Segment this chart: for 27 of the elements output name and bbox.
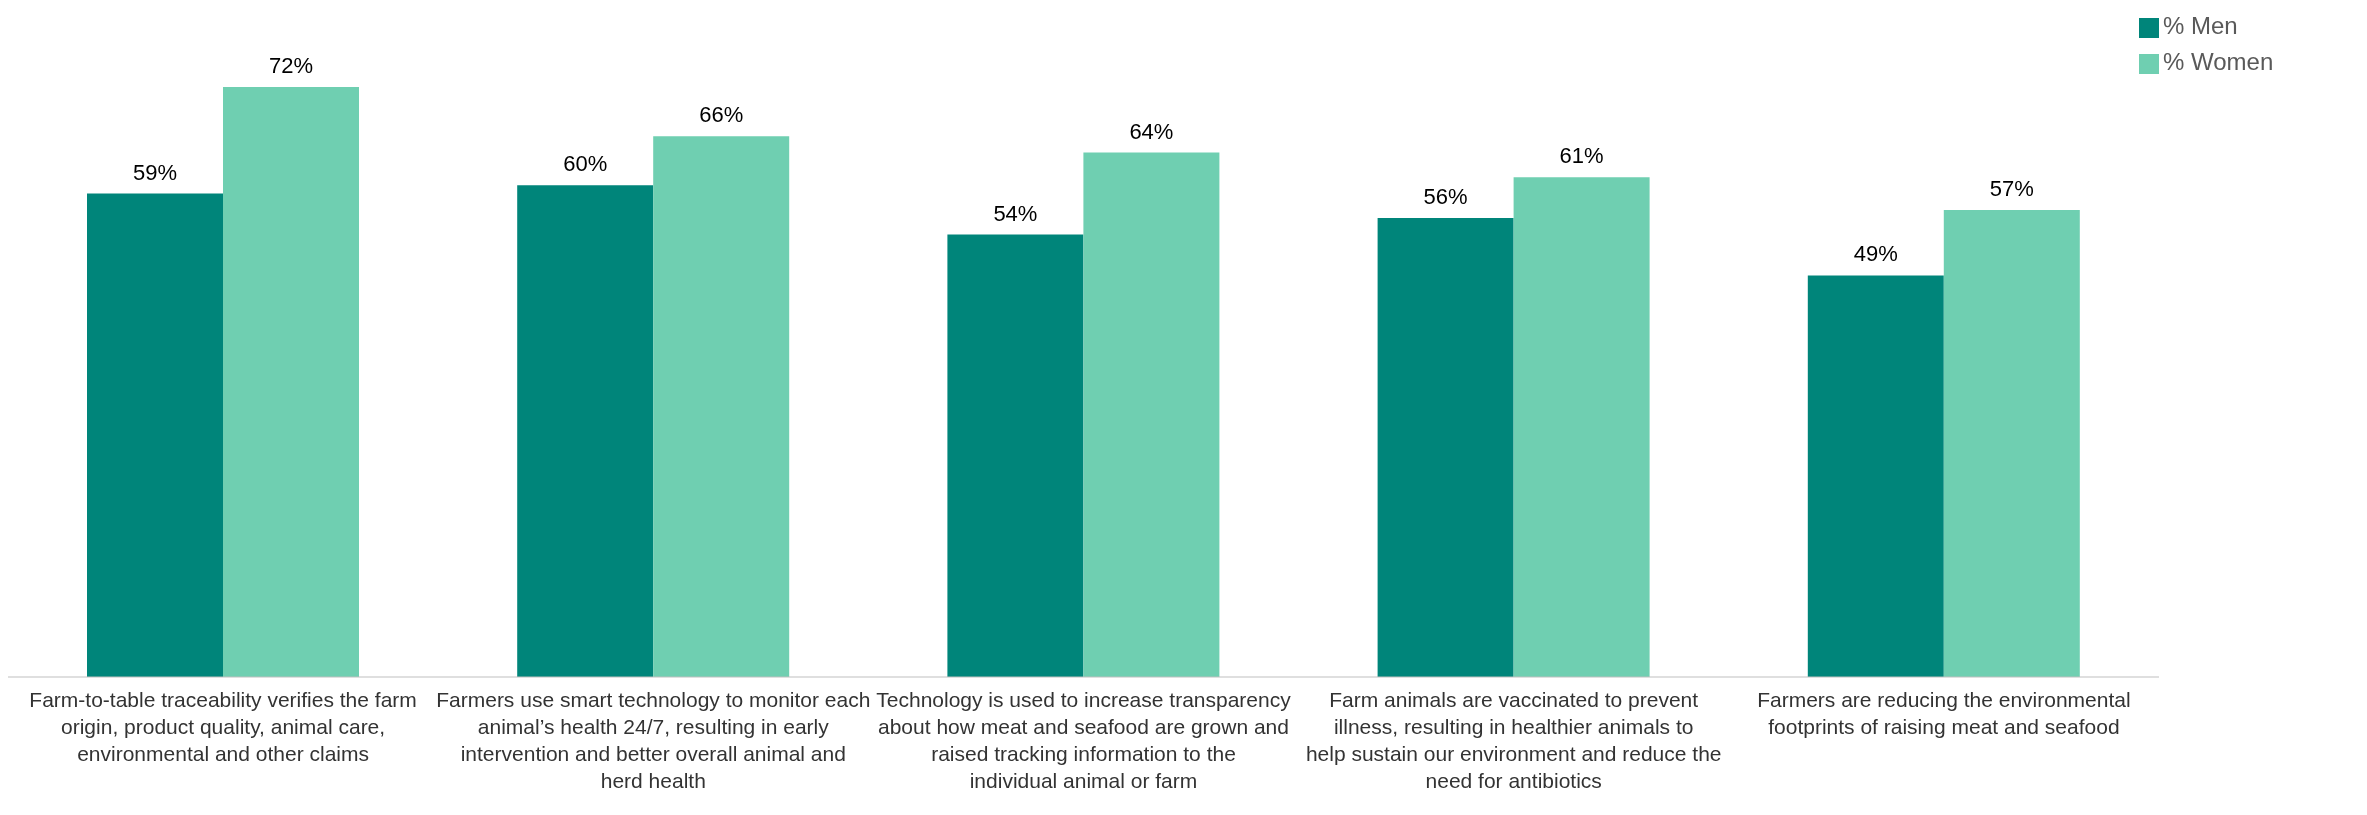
bar xyxy=(1807,275,1944,677)
x-tick-label: Farm-to-table traceability verifies the farm origin, product quality, animal care, environmental and other claims xyxy=(29,688,417,765)
data-label: 66% xyxy=(699,102,744,128)
legend-label: % Men xyxy=(2163,12,2238,39)
x-tick-label: Farmers are reducing the environmental footprints of raising meat and seafood xyxy=(1757,688,2131,738)
bar xyxy=(653,136,790,677)
bar xyxy=(1083,152,1220,677)
bar xyxy=(1377,218,1514,677)
x-tick-label: Farmers use smart technology to monitor each animal’s health 24/7, resulting in early intervention and better overall animal and herd health xyxy=(436,688,871,792)
data-label: 54% xyxy=(993,200,1038,226)
data-label: 49% xyxy=(1853,241,1898,267)
bar xyxy=(1943,209,2080,677)
x-tick-label: Farm animals are vaccinated to prevent illness, resulting in healthier animals to help sustain our environment and reduce the need for antibiotics xyxy=(1305,688,1722,792)
data-label: 61% xyxy=(1559,143,1604,169)
legend-label: % Women xyxy=(2163,48,2274,75)
bar xyxy=(517,185,654,677)
bar xyxy=(223,87,359,677)
data-label: 60% xyxy=(563,151,608,177)
data-label: 59% xyxy=(132,159,178,185)
bar xyxy=(87,193,223,677)
data-label: 57% xyxy=(1989,175,2034,201)
data-label: 72% xyxy=(268,53,314,78)
bar xyxy=(1513,177,1650,677)
data-label: 64% xyxy=(1129,118,1174,144)
x-tick-label: Technology is used to increase transparency about how meat and seafood are grown and raised tracking information to the individual animal or farm xyxy=(876,688,1292,792)
bar xyxy=(947,234,1084,677)
data-label: 56% xyxy=(1423,184,1468,210)
